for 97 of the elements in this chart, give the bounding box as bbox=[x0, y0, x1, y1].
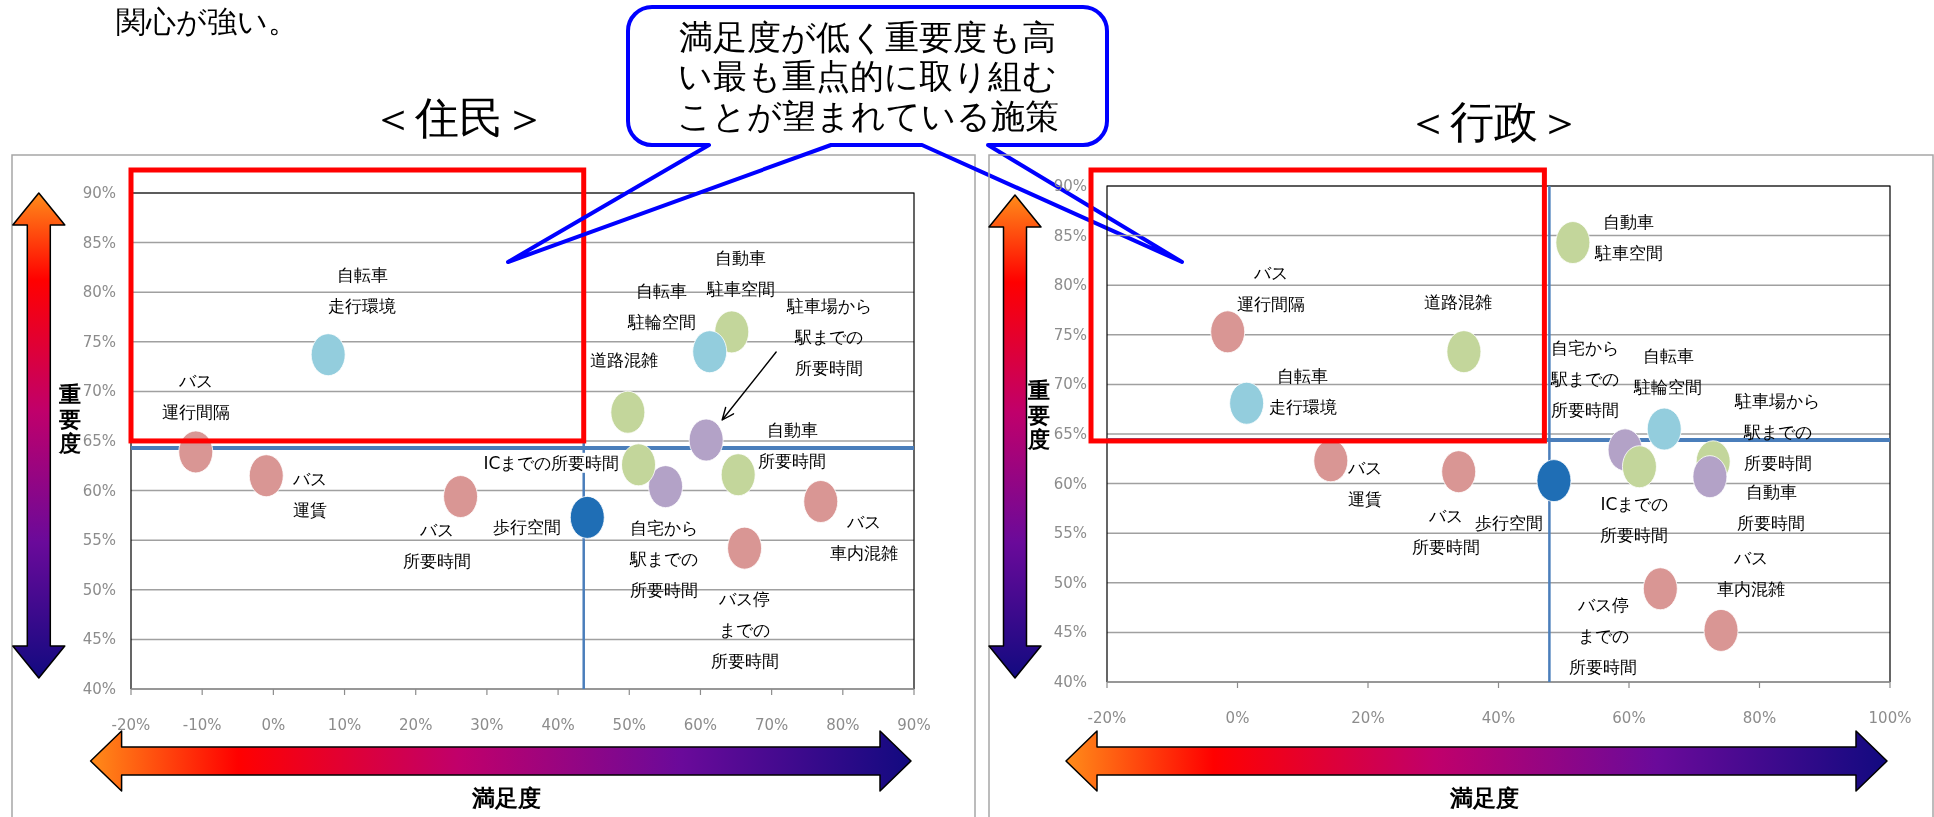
point bbox=[1210, 310, 1246, 354]
y-tick-label: 45% bbox=[1053, 623, 1087, 642]
y-tick-label: 40% bbox=[82, 680, 116, 698]
x-axis-title: 満足度 bbox=[1448, 785, 1519, 811]
point bbox=[1646, 407, 1682, 451]
series-label: 自転車走行環境 bbox=[1268, 366, 1337, 418]
series-label: 道路混雑 bbox=[1423, 291, 1492, 312]
y-axis-title: 重要度 bbox=[58, 381, 81, 456]
y-tick-label: 65% bbox=[1053, 425, 1087, 443]
point bbox=[803, 480, 839, 523]
point bbox=[1441, 450, 1477, 494]
x-tick-label: 90% bbox=[897, 716, 931, 734]
point bbox=[648, 465, 683, 509]
x-tick-label: 60% bbox=[1612, 709, 1646, 727]
point bbox=[569, 495, 605, 539]
point bbox=[1536, 459, 1572, 503]
series-label: ICまでの所要時間 bbox=[483, 452, 620, 473]
point bbox=[248, 454, 284, 498]
point bbox=[1229, 381, 1265, 425]
y-axis-title: 重要度 bbox=[1027, 377, 1050, 452]
y-tick-label: 45% bbox=[82, 630, 116, 649]
x-tick-label: 40% bbox=[541, 716, 575, 734]
x-tick-label: 70% bbox=[754, 716, 789, 734]
series-label: 自動車駐車空間 bbox=[705, 247, 775, 299]
point bbox=[1446, 330, 1482, 374]
x-tick-label: -10% bbox=[182, 716, 222, 734]
chart-title: ＜住民＞ bbox=[371, 91, 547, 143]
x-tick-label: 80% bbox=[1742, 709, 1777, 727]
x-tick-label: 50% bbox=[612, 716, 646, 734]
y-tick-label: 60% bbox=[82, 481, 116, 500]
point bbox=[1622, 445, 1657, 489]
series-label: 自転車駐輪空間 bbox=[1633, 346, 1703, 398]
y-tick-label: 55% bbox=[82, 531, 116, 550]
series-label: 道路混雑 bbox=[589, 350, 658, 371]
x-tick-label: 40% bbox=[1481, 709, 1516, 727]
series-label: バス運賃 bbox=[1346, 457, 1382, 509]
y-tick-label: 75% bbox=[82, 332, 116, 351]
y-tick-label: 90% bbox=[82, 184, 116, 202]
series-label: 自転車駐輪空間 bbox=[626, 280, 696, 332]
point bbox=[1692, 455, 1728, 499]
text: 関心が強い。 bbox=[116, 3, 298, 39]
series-label: ICまでの所要時間 bbox=[1600, 493, 1669, 545]
y-tick-label: 75% bbox=[1053, 325, 1087, 344]
series-label: バス所要時間 bbox=[402, 519, 471, 571]
point bbox=[310, 333, 346, 377]
point bbox=[1642, 567, 1678, 611]
y-tick-label: 80% bbox=[1053, 276, 1087, 295]
series-label: バス運行間隔 bbox=[1236, 262, 1305, 314]
x-tick-label: 10% bbox=[327, 716, 362, 734]
text: 駐車場から駅までの所要時間 bbox=[785, 296, 872, 379]
point bbox=[443, 475, 478, 518]
x-tick-label: 0% bbox=[1225, 709, 1250, 727]
y-tick-label: 60% bbox=[1053, 474, 1087, 493]
x-tick-label: 20% bbox=[1351, 709, 1385, 727]
x-tick-label: 60% bbox=[683, 716, 718, 734]
x-tick-label: -20% bbox=[111, 716, 151, 734]
y-tick-label: 85% bbox=[82, 233, 116, 252]
y-tick-label: 50% bbox=[82, 580, 116, 599]
series-label: バス運賃 bbox=[292, 468, 328, 520]
series-label: 自宅から駅までの所要時間 bbox=[628, 517, 698, 600]
series-label: バス車内混雑 bbox=[1717, 548, 1785, 600]
text: 満足度が低く重要度も高い最も重点的に取り組むことが望まれている施策 bbox=[676, 16, 1059, 136]
x-tick-label: 0% bbox=[261, 716, 286, 734]
chart-title: ＜行政＞ bbox=[1406, 95, 1582, 147]
series-label: 自宅から駅までの所要時間 bbox=[1550, 337, 1620, 420]
series-label: バス車内混雑 bbox=[829, 511, 898, 563]
point bbox=[621, 443, 656, 487]
series-label: 歩行空間 bbox=[493, 517, 562, 538]
x-tick-label: 100% bbox=[1868, 709, 1912, 727]
series-label: バス運行間隔 bbox=[161, 370, 230, 422]
y-tick-label: 65% bbox=[82, 432, 116, 450]
y-tick-label: 70% bbox=[82, 382, 116, 401]
series-label: バス停までの所要時間 bbox=[710, 589, 779, 672]
series-label: 自動車駐車空間 bbox=[1593, 212, 1663, 264]
x-tick-label: -20% bbox=[1087, 709, 1127, 727]
y-tick-label: 85% bbox=[1053, 226, 1087, 245]
x-tick-label: 80% bbox=[826, 716, 860, 734]
y-tick-label: 70% bbox=[1053, 375, 1087, 394]
y-tick-label: 50% bbox=[1053, 573, 1087, 592]
point bbox=[610, 390, 646, 434]
x-tick-label: 20% bbox=[399, 716, 433, 734]
point bbox=[692, 330, 728, 374]
point bbox=[720, 453, 756, 497]
point bbox=[688, 418, 724, 462]
x-tick-label: 30% bbox=[470, 716, 504, 734]
point bbox=[727, 526, 762, 570]
point bbox=[1703, 609, 1739, 652]
y-tick-label: 80% bbox=[82, 283, 116, 302]
series-label: 自動車所要時間 bbox=[1737, 481, 1806, 533]
series-label: 自転車走行環境 bbox=[328, 264, 397, 316]
y-tick-label: 55% bbox=[1053, 524, 1087, 543]
y-tick-label: 40% bbox=[1053, 673, 1087, 691]
series-label: 自動車所要時間 bbox=[758, 419, 827, 471]
series-label: バス停までの所要時間 bbox=[1569, 594, 1638, 677]
x-axis-title: 満足度 bbox=[470, 785, 541, 811]
point bbox=[1555, 221, 1591, 264]
series-label: 駐車場から駅までの所要時間 bbox=[1734, 390, 1821, 473]
